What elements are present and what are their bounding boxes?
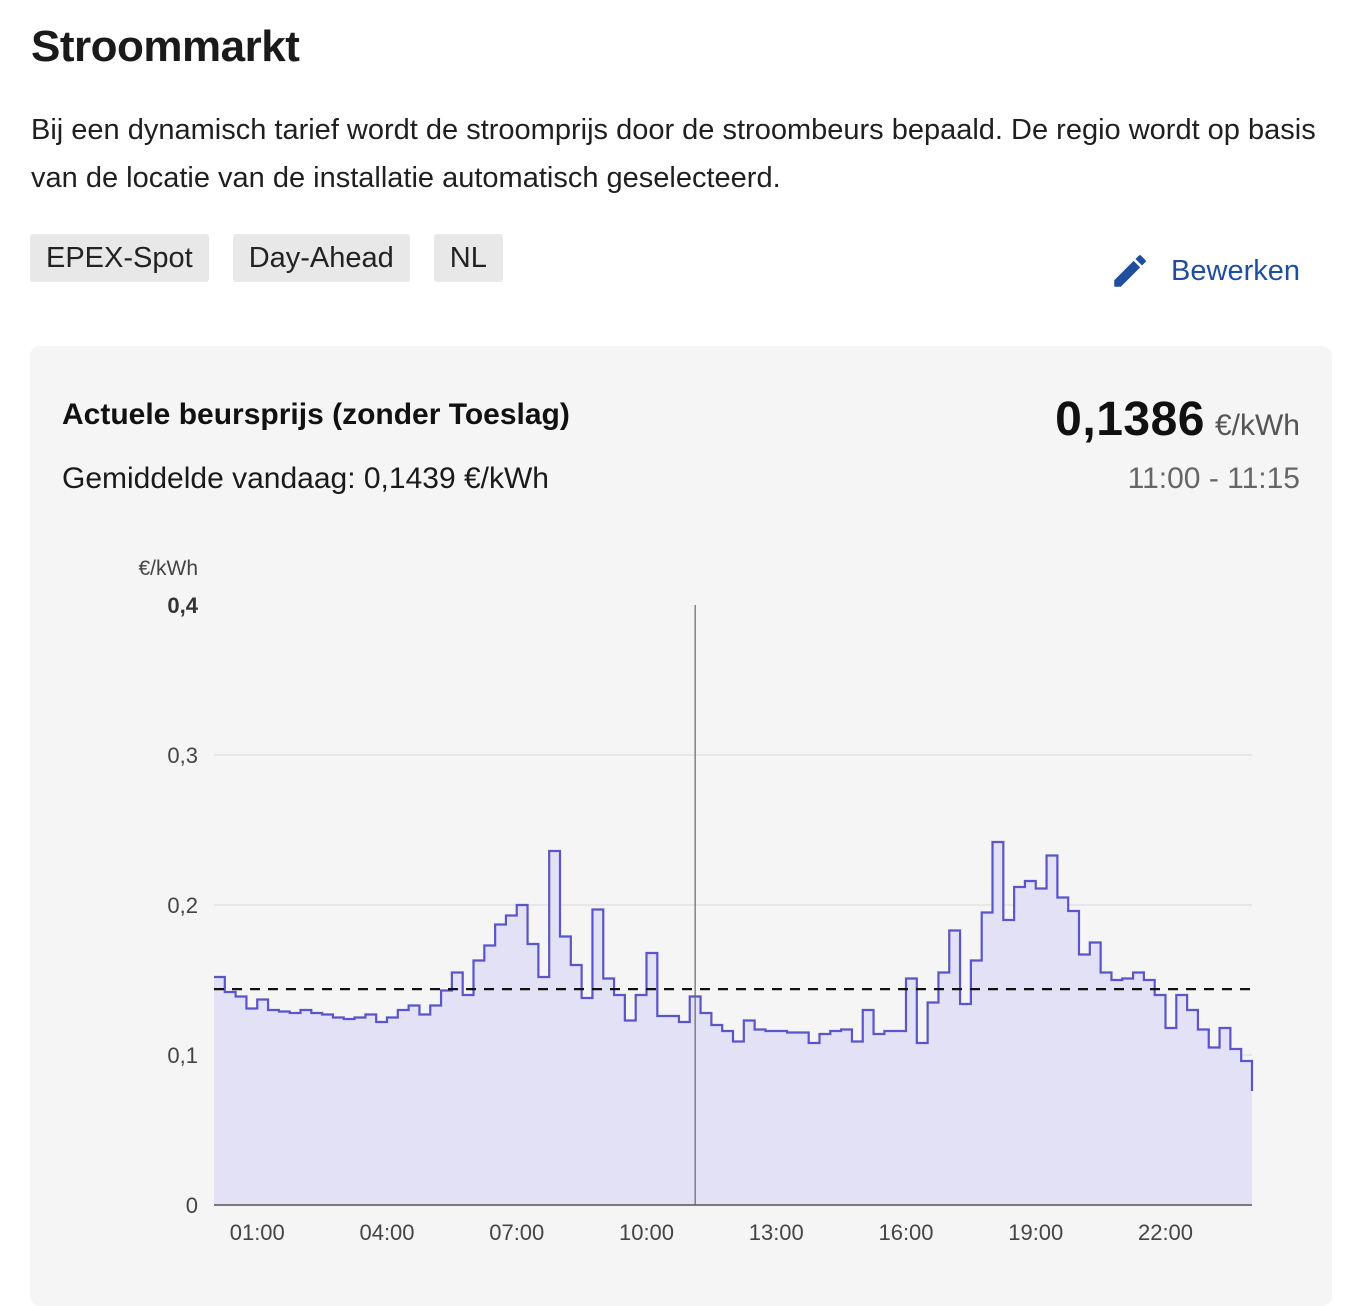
- x-tick-label: 16:00: [878, 1220, 933, 1245]
- price-series-line: [214, 840, 1254, 1091]
- edit-button[interactable]: Bewerken: [1109, 250, 1300, 292]
- x-tick-label: 07:00: [489, 1220, 544, 1245]
- tag-region: NL: [433, 234, 503, 282]
- current-price-value: 0,1386: [1055, 393, 1205, 446]
- price-area-fill: [214, 842, 1252, 1205]
- chart-axes: 0 0,1 0,2 0,3 0,4 €/kWh 01:00 04:00 07:00 10:00 13…: [138, 557, 1252, 1245]
- card-title: Actuele beursprijs (zonder Toeslag): [62, 398, 570, 431]
- price-chart[interactable]: 0 0,1 0,2 0,3 0,4 €/kWh 01:00 04:00 07:00 10:00 13…: [30, 346, 1332, 1272]
- y-tick-label: 0,4: [167, 593, 198, 618]
- x-tick-label: 19:00: [1008, 1220, 1063, 1245]
- x-tick-label: 22:00: [1138, 1220, 1193, 1245]
- y-tick-label: 0,1: [167, 1043, 198, 1068]
- stroommarkt-page: Stroommarkt Bij een dynamisch tarief wor…: [30, 22, 1316, 1245]
- price-card: Actuele beursprijs (zonder Toeslag) Gemi…: [30, 346, 1332, 1306]
- x-tick-label: 01:00: [230, 1220, 285, 1245]
- current-price: 0,1386 €/kWh: [1055, 392, 1300, 447]
- tag-exchange: EPEX-Spot: [30, 234, 209, 282]
- tag-market-type: Day-Ahead: [232, 234, 410, 282]
- x-tick-label: 13:00: [749, 1220, 804, 1245]
- market-tags: EPEX-Spot Day-Ahead NL: [30, 234, 503, 282]
- page-description: Bij een dynamisch tarief wordt de stroom…: [31, 114, 1316, 194]
- x-tick-label: 10:00: [619, 1220, 674, 1245]
- y-axis-label: €/kWh: [138, 557, 198, 580]
- chart-area: [214, 840, 1254, 1205]
- current-price-time: 11:00 - 11:15: [1127, 462, 1300, 495]
- pencil-icon: [1114, 255, 1146, 287]
- page-title: Stroommarkt: [31, 22, 300, 71]
- y-tick-label: 0: [186, 1193, 198, 1218]
- y-tick-label: 0,2: [167, 893, 198, 918]
- current-price-unit: €/kWh: [1214, 409, 1300, 442]
- y-tick-label: 0,3: [167, 743, 198, 768]
- average-price-text: Gemiddelde vandaag: 0,1439 €/kWh: [62, 462, 549, 495]
- edit-label: Bewerken: [1171, 254, 1300, 287]
- x-tick-label: 04:00: [359, 1220, 414, 1245]
